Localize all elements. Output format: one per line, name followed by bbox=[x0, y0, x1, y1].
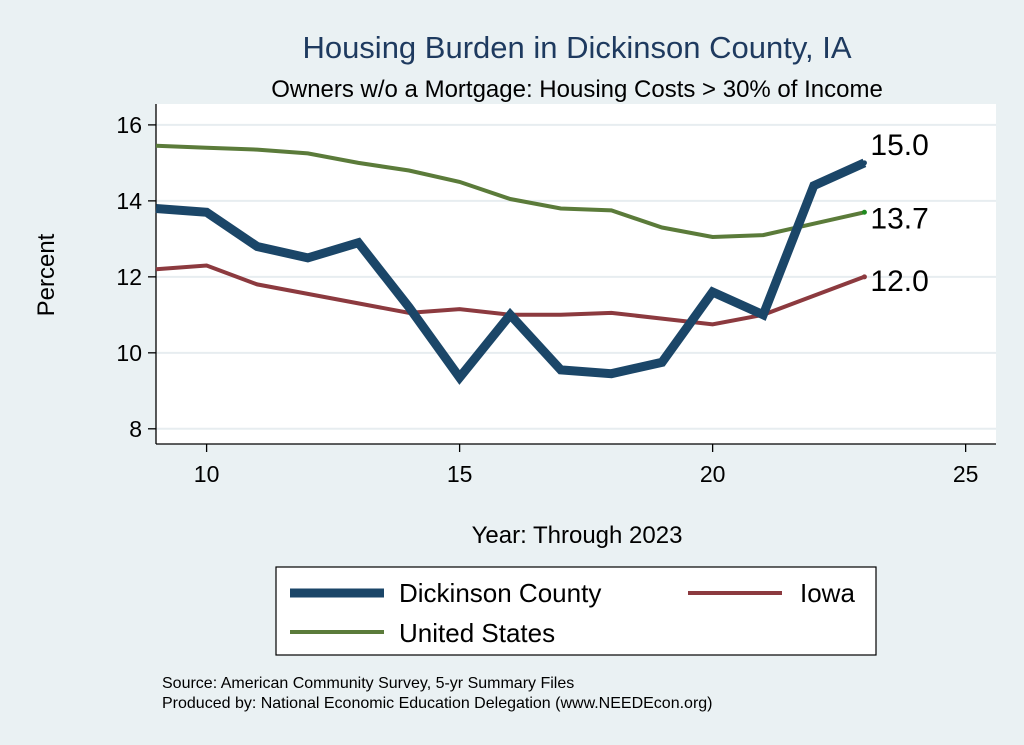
series-lines bbox=[155, 143, 867, 385]
end-point-iowa bbox=[861, 274, 867, 280]
axes: 8 10 12 14 16 10 15 20 25 bbox=[116, 104, 996, 487]
y-tick-label-12: 12 bbox=[116, 264, 142, 290]
end-label-united-states: 13.7 bbox=[870, 202, 928, 235]
end-point-united-states bbox=[861, 209, 867, 215]
end-point-dickinson-county bbox=[861, 160, 867, 166]
y-axis-label: Percent bbox=[33, 233, 60, 316]
y-tick-label-16: 16 bbox=[116, 112, 142, 138]
legend: Dickinson County Iowa United States bbox=[275, 566, 877, 656]
y-tick-label-10: 10 bbox=[116, 340, 142, 366]
series-line-dickinson-county bbox=[155, 158, 867, 385]
y-tick-label-14: 14 bbox=[116, 188, 142, 214]
end-label-dickinson-county: 15.0 bbox=[870, 129, 928, 162]
series-line-united-states bbox=[155, 143, 865, 240]
legend-label-iowa: Iowa bbox=[800, 578, 855, 608]
legend-label-us: United States bbox=[399, 618, 555, 648]
x-tick-label-10: 10 bbox=[194, 461, 220, 487]
y-tick-label-8: 8 bbox=[129, 416, 142, 442]
chart-title: Housing Burden in Dickinson County, IA bbox=[302, 30, 851, 65]
legend-label-dickinson: Dickinson County bbox=[399, 578, 601, 608]
legend-box bbox=[275, 566, 877, 656]
source-note: Source: American Community Survey, 5-yr … bbox=[162, 675, 574, 692]
end-label-iowa: 12.0 bbox=[870, 265, 928, 298]
x-tick-label-25: 25 bbox=[953, 461, 979, 487]
x-tick-label-15: 15 bbox=[447, 461, 473, 487]
chart-subtitle: Owners w/o a Mortgage: Housing Costs > 3… bbox=[271, 76, 883, 103]
producer-note: Produced by: National Economic Education… bbox=[162, 695, 713, 712]
end-labels: 15.0 12.0 13.7 bbox=[870, 129, 928, 298]
x-tick-label-20: 20 bbox=[700, 461, 726, 487]
grid bbox=[156, 123, 996, 430]
plot-area bbox=[156, 104, 996, 444]
x-axis-label: Year: Through 2023 bbox=[472, 522, 683, 549]
